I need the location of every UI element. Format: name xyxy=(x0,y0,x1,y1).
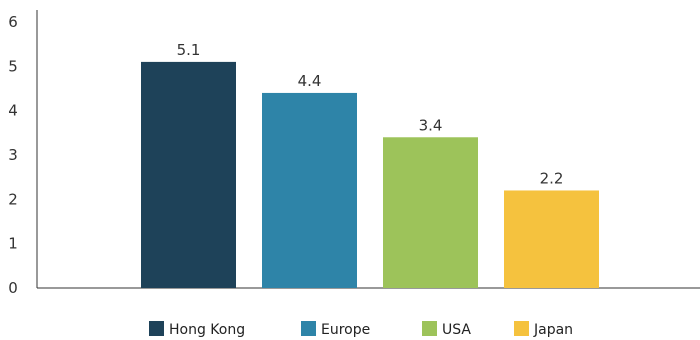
y-tick-labels: 0 1 2 3 4 5 6 xyxy=(8,13,18,297)
data-labels: 5.1 4.4 3.4 2.2 xyxy=(177,41,564,188)
legend-swatch xyxy=(301,321,316,336)
y-tick-label: 5 xyxy=(8,57,18,75)
y-tick-label: 2 xyxy=(8,190,18,208)
legend-swatch xyxy=(422,321,437,336)
legend-label: USA xyxy=(442,322,471,338)
data-label: 3.4 xyxy=(419,116,443,134)
data-label: 2.2 xyxy=(540,169,564,187)
data-label: 5.1 xyxy=(177,41,201,59)
y-tick-label: 3 xyxy=(8,146,18,164)
bars xyxy=(141,61,599,289)
bar xyxy=(262,92,357,288)
legend: Hong Kong Europe USA Japan xyxy=(149,321,573,338)
y-tick-label: 1 xyxy=(8,235,18,253)
y-tick-label: 4 xyxy=(8,102,18,120)
legend-swatch xyxy=(149,321,164,336)
legend-label: Europe xyxy=(321,322,370,338)
y-tick-label: 6 xyxy=(8,13,18,31)
legend-label: Hong Kong xyxy=(169,322,245,338)
data-label: 4.4 xyxy=(298,72,322,90)
bar xyxy=(141,61,236,289)
bar xyxy=(504,190,599,288)
legend-swatch xyxy=(514,321,529,336)
bar xyxy=(383,137,478,288)
y-tick-label: 0 xyxy=(8,279,18,297)
legend-label: Japan xyxy=(533,322,573,338)
